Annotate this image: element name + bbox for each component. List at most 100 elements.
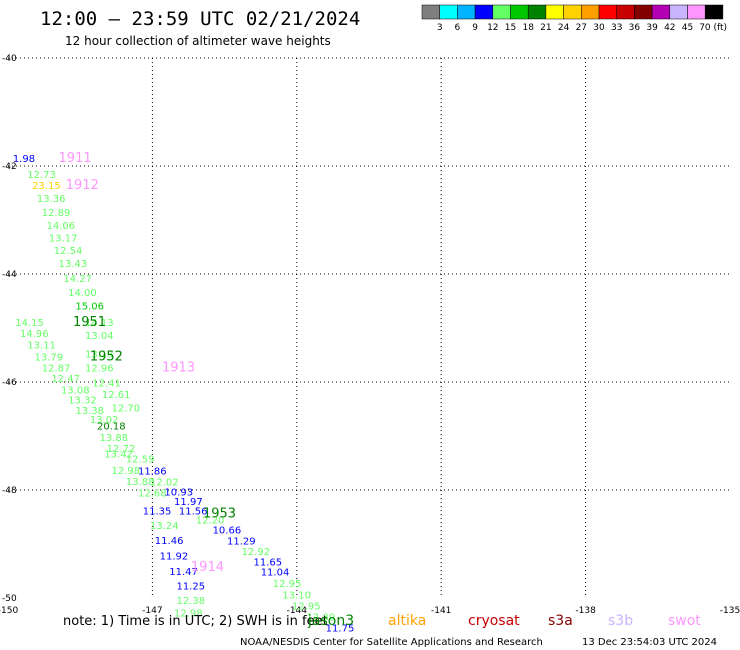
colorbar-swatch bbox=[598, 4, 617, 20]
wave-height-label: 23.15 bbox=[32, 181, 61, 192]
colorbar-label: 33 bbox=[611, 23, 622, 33]
wave-height-label: 12.47 bbox=[51, 374, 80, 385]
chart-subtitle: 12 hour collection of altimeter wave hei… bbox=[65, 34, 331, 48]
legend-jason3: jason3 bbox=[307, 613, 354, 629]
wave-height-label: 13.02 bbox=[90, 415, 119, 426]
wave-height-label: 10.66 bbox=[213, 526, 242, 537]
colorbar-swatch bbox=[634, 4, 653, 20]
colorbar-swatch bbox=[510, 4, 529, 20]
wave-height-label: 20.18 bbox=[97, 422, 126, 433]
wave-height-label: 12.59 bbox=[126, 454, 155, 465]
wave-height-label: 13.42 bbox=[104, 450, 133, 461]
wave-height-label: 13.10 bbox=[282, 591, 311, 602]
wave-height-label: 14.15 bbox=[15, 318, 44, 329]
satellite-legend: jason3 altika cryosat s3a s3b swot bbox=[307, 613, 701, 629]
y-tick-label: -48 bbox=[2, 486, 17, 496]
y-tick-label: -40 bbox=[2, 54, 17, 64]
wave-height-label: 13.79 bbox=[34, 352, 63, 363]
wave-height-label: 12.98 bbox=[174, 608, 203, 619]
axis-ticks: -150 -147 -144 -141 -138 -135 -40 -42 -44 -46 -48 -… bbox=[0, 54, 740, 616]
legend-s3a: s3a bbox=[548, 613, 573, 629]
chart-title: 12:00 – 23:59 UTC 02/21/2024 bbox=[40, 8, 360, 30]
colorbar-swatch bbox=[581, 4, 600, 20]
wave-height-label: 13.17 bbox=[49, 234, 78, 245]
colorbar-label: 6 bbox=[455, 23, 461, 33]
wave-height-label: 11.86 bbox=[138, 466, 167, 477]
x-tick-label: -144 bbox=[287, 606, 308, 616]
wave-height-label: 11.65 bbox=[253, 558, 282, 569]
pass-label: 1952 bbox=[90, 349, 123, 364]
pass-label: 1953 bbox=[203, 507, 236, 522]
wave-height-label: 11.97 bbox=[174, 497, 203, 508]
legend-cryosat: cryosat bbox=[468, 613, 520, 629]
wave-height-label: 11.25 bbox=[176, 581, 205, 592]
wave-height-label: 13.04 bbox=[85, 331, 114, 342]
wave-height-label: 12.95 bbox=[292, 601, 321, 612]
pass-label: 1914 bbox=[191, 560, 224, 575]
colorbar: 3 6 9 12 15 18 21 24 27 30 33 36 39 42 45 70 (ft) bbox=[421, 4, 727, 33]
wave-height-label: 12.61 bbox=[102, 390, 131, 401]
colorbar-label: 27 bbox=[576, 23, 587, 33]
colorbar-label: 36 bbox=[629, 23, 641, 33]
colorbar-label: 15 bbox=[505, 23, 516, 33]
footer-timestamp: 13 Dec 23:54:03 UTC 2024 bbox=[582, 637, 717, 648]
wave-height-label: 14.06 bbox=[47, 221, 76, 232]
colorbar-label: 42 bbox=[664, 23, 675, 33]
colorbar-swatch bbox=[704, 4, 724, 20]
x-tick-label: -135 bbox=[720, 606, 740, 616]
legend-swot: swot bbox=[668, 613, 701, 629]
wave-height-label: 14.00 bbox=[68, 288, 97, 299]
wave-height-label: 11.29 bbox=[227, 537, 256, 548]
wave-height-label: 13.88 bbox=[126, 477, 155, 488]
colorbar-label: 30 bbox=[593, 23, 605, 33]
pass-label: 1951 bbox=[73, 315, 106, 330]
colorbar-label: 70 (ft) bbox=[699, 23, 727, 33]
x-tick-label: -147 bbox=[142, 606, 162, 616]
colorbar-swatch bbox=[421, 4, 440, 20]
wave-height-label: 14.96 bbox=[20, 329, 49, 340]
wave-height-label: 11.04 bbox=[261, 567, 290, 578]
data-points: 1.9812.7323.1513.3612.8914.0613.1712.541… bbox=[13, 154, 355, 634]
pass-label: 1913 bbox=[162, 361, 195, 376]
legend-note: note: 1) Time is in UTC; 2) SWH is in fe… bbox=[63, 614, 328, 629]
wave-height-label: 14.13 bbox=[85, 318, 114, 329]
x-tick-label: -138 bbox=[575, 606, 596, 616]
wave-height-label: 13.36 bbox=[37, 194, 66, 205]
colorbar-swatch bbox=[457, 4, 476, 20]
colorbar-label: 12 bbox=[487, 23, 498, 33]
wave-height-label: 13.88 bbox=[99, 433, 128, 444]
wave-height-label: 12.92 bbox=[241, 547, 270, 558]
footer-credit: NOAA/NESDIS Center for Satellite Applica… bbox=[240, 637, 543, 648]
colorbar-swatch bbox=[563, 4, 582, 20]
wave-height-label: 13.13 bbox=[85, 350, 114, 361]
wave-height-label: 14.27 bbox=[63, 274, 92, 285]
grid bbox=[8, 57, 730, 598]
colorbar-label: 24 bbox=[558, 23, 570, 33]
wave-height-label: 11.46 bbox=[155, 536, 184, 547]
wave-height-label: 12.95 bbox=[273, 579, 302, 590]
wave-height-label: 11.35 bbox=[143, 506, 172, 517]
colorbar-swatch bbox=[687, 4, 706, 20]
y-tick-label: -44 bbox=[2, 270, 17, 280]
wave-height-label: 11.92 bbox=[160, 552, 189, 563]
wave-height-label: 12.96 bbox=[85, 364, 114, 375]
wave-height-label: 13.24 bbox=[150, 521, 179, 532]
wave-height-label: 10.93 bbox=[164, 487, 193, 498]
wave-height-label: 1.98 bbox=[13, 154, 35, 165]
wave-height-label: 13.32 bbox=[68, 396, 97, 407]
wave-height-label: 12.20 bbox=[196, 515, 225, 526]
wave-height-label: 12.89 bbox=[42, 208, 71, 219]
colorbar-label: 39 bbox=[646, 23, 658, 33]
y-tick-label: -46 bbox=[2, 378, 17, 388]
wave-height-label: 12.73 bbox=[27, 170, 56, 181]
colorbar-label: 3 bbox=[437, 23, 443, 33]
colorbar-swatch bbox=[527, 4, 547, 20]
wave-height-label: 13.11 bbox=[27, 341, 56, 352]
colorbar-label: 9 bbox=[472, 23, 478, 33]
wave-height-label: 13.43 bbox=[59, 259, 88, 270]
pass-labels: 1911 1912 1951 1952 1913 1953 1914 bbox=[59, 151, 236, 575]
legend-altika: altika bbox=[388, 613, 426, 629]
legend-s3b: s3b bbox=[608, 613, 633, 629]
colorbar-swatch bbox=[474, 4, 494, 20]
